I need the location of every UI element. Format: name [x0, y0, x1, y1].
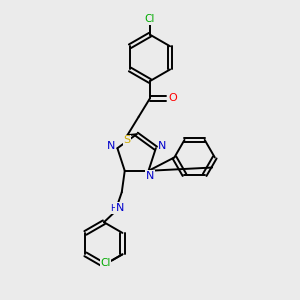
Text: H: H: [110, 204, 117, 213]
Text: N: N: [158, 141, 166, 152]
Text: Cl: Cl: [100, 258, 111, 268]
Text: N: N: [116, 203, 124, 213]
Text: N: N: [107, 141, 115, 152]
Text: S: S: [123, 136, 130, 146]
Text: N: N: [146, 171, 154, 181]
Text: O: O: [169, 93, 177, 103]
Text: Cl: Cl: [145, 14, 155, 24]
